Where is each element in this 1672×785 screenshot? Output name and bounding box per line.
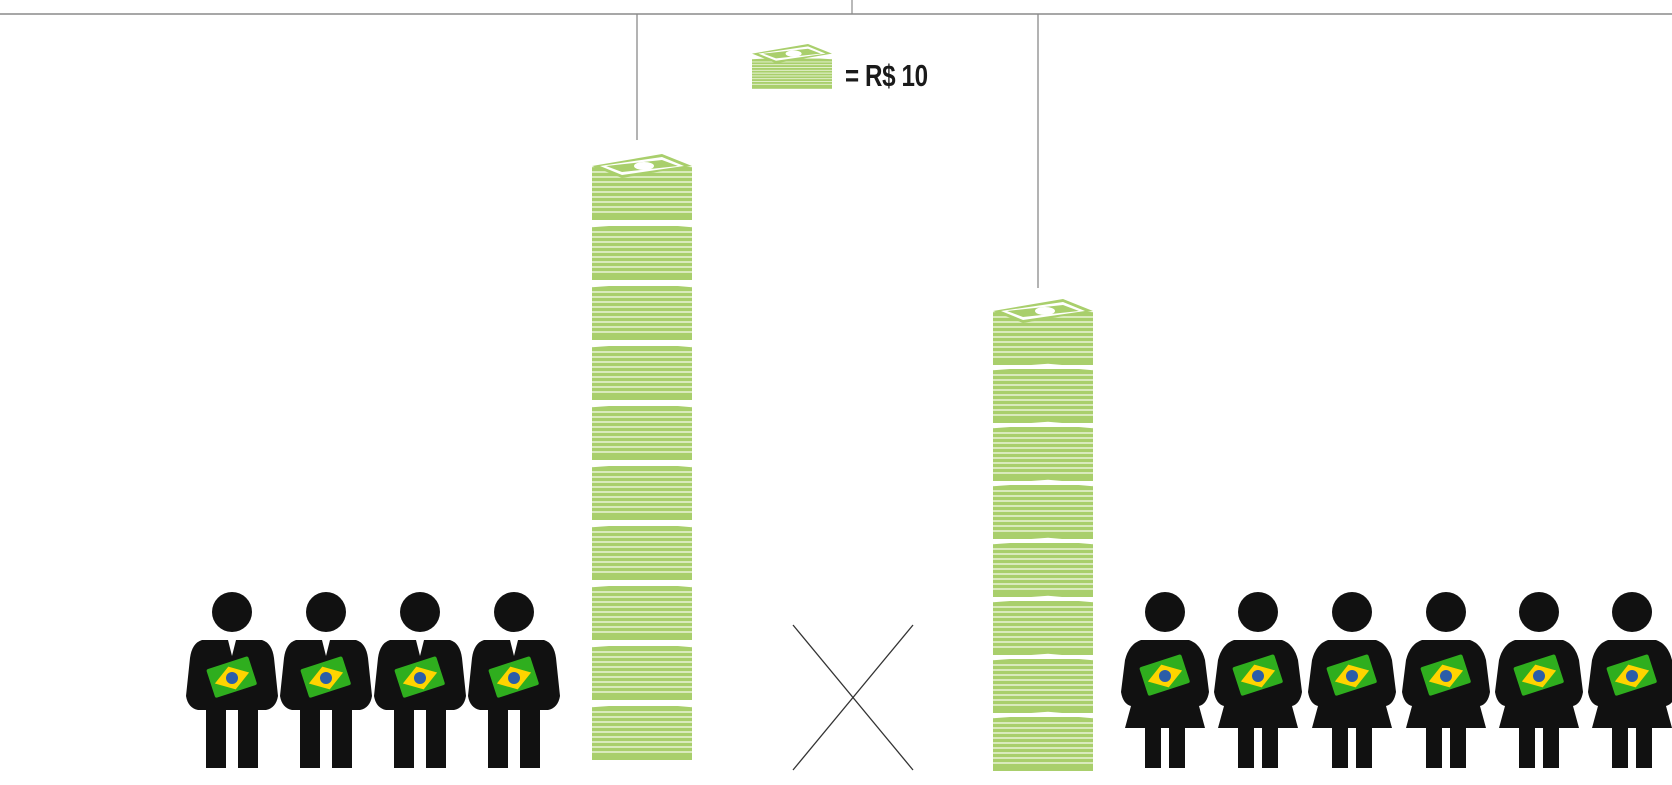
man-icon: [468, 592, 560, 768]
woman-icon: [1495, 592, 1583, 768]
money-stack-icon: [751, 44, 833, 90]
man-icon: [186, 592, 278, 768]
woman-icon: [1308, 592, 1396, 768]
man-icon: [280, 592, 372, 768]
money-stack-women: [991, 299, 1095, 773]
man-icon: [374, 592, 466, 768]
women-group: [1121, 592, 1672, 768]
woman-icon: [1402, 592, 1490, 768]
money-stack-men: [590, 154, 694, 762]
x-mark-icon: [792, 624, 914, 771]
woman-icon: [1121, 592, 1209, 768]
woman-icon: [1588, 592, 1672, 768]
woman-icon: [1214, 592, 1302, 768]
legend-label: = R$ 10: [845, 58, 928, 93]
men-group: [186, 592, 560, 768]
